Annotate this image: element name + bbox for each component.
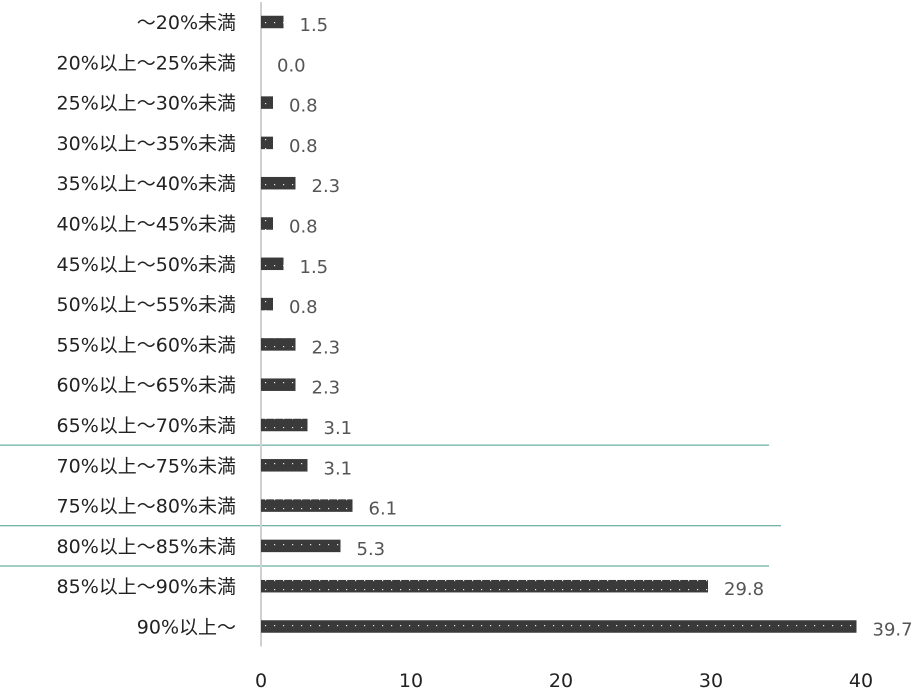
bar: [261, 176, 296, 190]
category-label: ～20%未満: [137, 12, 236, 34]
x-tick-label: 20: [549, 670, 573, 689]
x-tick-labels-group: 0 10 20 30 40: [255, 670, 873, 689]
bar: [261, 297, 273, 311]
x-tick-label: 10: [399, 670, 423, 689]
bar: [261, 96, 273, 109]
data-label: 1.5: [300, 15, 329, 36]
category-label: 60%以上～65%未満: [57, 375, 236, 397]
data-label: 6.1: [369, 499, 398, 520]
data-label: 0.0: [277, 55, 306, 76]
category-label: 85%以上～90%未満: [57, 576, 236, 598]
category-label: 70%以上～75%未満: [57, 455, 236, 477]
bar: [261, 579, 708, 593]
data-label: 2.3: [312, 176, 341, 197]
data-label: 0.8: [289, 297, 318, 318]
category-label: 50%以上～55%未満: [57, 294, 236, 316]
data-label: 0.8: [289, 96, 318, 117]
data-label: 3.1: [324, 458, 353, 479]
data-label: 2.3: [312, 337, 341, 358]
bar: [261, 378, 296, 391]
x-tick-label: 0: [255, 670, 267, 689]
bars-group: [261, 15, 857, 633]
data-label: 39.7: [873, 620, 913, 641]
x-tick-label: 40: [849, 670, 873, 689]
bar: [261, 217, 273, 230]
category-label: 55%以上～60%未満: [57, 334, 236, 356]
bar: [261, 338, 296, 351]
bar: [261, 620, 857, 633]
bar: [261, 418, 308, 432]
category-label: 90%以上～: [137, 617, 236, 639]
category-label: 35%以上～40%未満: [57, 173, 236, 195]
separator-lines: [0, 444, 781, 567]
bar: [261, 136, 273, 150]
category-label: 80%以上～85%未満: [57, 536, 236, 558]
bar: [261, 257, 284, 271]
data-label: 29.8: [724, 579, 764, 600]
bar: [261, 15, 284, 29]
data-label: 0.8: [289, 136, 318, 157]
bar: [261, 459, 308, 472]
data-label: 0.8: [289, 217, 318, 238]
category-label: 25%以上～30%未満: [57, 93, 236, 115]
x-tick-label: 30: [699, 670, 723, 689]
bar: [261, 499, 353, 512]
value-labels-group: 1.5 0.0 0.8 0.8 2.3 0.8 1.5 0.8 2.3 2.3 3.1 3.1 6.1 5…: [277, 15, 913, 641]
data-label: 5.3: [357, 539, 386, 560]
category-label: 75%以上～80%未満: [57, 496, 236, 518]
category-label: 20%以上～25%未満: [57, 52, 236, 74]
category-label: 45%以上～50%未満: [57, 254, 236, 276]
category-label: 65%以上～70%未満: [57, 415, 236, 437]
data-label: 3.1: [324, 418, 353, 439]
category-label: 40%以上～45%未満: [57, 214, 236, 236]
bar: [261, 539, 341, 553]
data-label: 2.3: [312, 378, 341, 399]
data-label: 1.5: [300, 257, 329, 278]
category-label: 30%以上～35%未満: [57, 133, 236, 155]
category-labels-group: ～20%未満 20%以上～25%未満 25%以上～30%未満 30%以上～35%未満 3…: [57, 12, 236, 639]
